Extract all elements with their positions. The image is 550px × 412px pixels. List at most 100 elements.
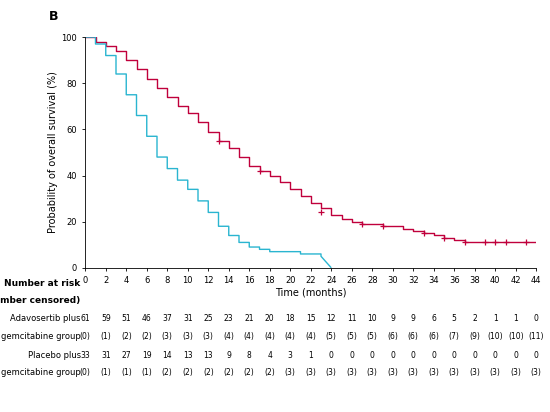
Text: (10): (10) (487, 332, 503, 341)
Text: 31: 31 (183, 314, 192, 323)
Text: (5): (5) (326, 332, 337, 341)
Text: (number censored): (number censored) (0, 297, 81, 305)
Text: (10): (10) (508, 332, 524, 341)
Text: (3): (3) (449, 368, 460, 377)
Text: (3): (3) (182, 332, 193, 341)
Text: (3): (3) (346, 368, 357, 377)
Text: (4): (4) (223, 332, 234, 341)
Text: (7): (7) (449, 332, 460, 341)
Text: 27: 27 (122, 351, 131, 360)
Text: 10: 10 (367, 314, 377, 323)
Text: (1): (1) (141, 368, 152, 377)
Text: 3: 3 (288, 351, 293, 360)
Text: 25: 25 (204, 314, 213, 323)
Text: 14: 14 (162, 351, 172, 360)
Text: 1: 1 (513, 314, 518, 323)
Text: (2): (2) (203, 368, 213, 377)
Text: 6: 6 (431, 314, 436, 323)
Text: (3): (3) (510, 368, 521, 377)
Text: 9: 9 (411, 314, 416, 323)
Text: (3): (3) (490, 368, 500, 377)
Text: (11): (11) (529, 332, 544, 341)
Text: Number at risk: Number at risk (4, 279, 81, 288)
Text: 0: 0 (513, 351, 518, 360)
Text: (5): (5) (367, 332, 378, 341)
Text: (5): (5) (346, 332, 357, 341)
Text: (3): (3) (531, 368, 542, 377)
Text: Placebo plus: Placebo plus (28, 351, 81, 360)
Text: (2): (2) (162, 368, 173, 377)
Text: 18: 18 (285, 314, 295, 323)
Text: (3): (3) (387, 368, 398, 377)
Text: gemcitabine group: gemcitabine group (1, 332, 81, 341)
Text: 20: 20 (265, 314, 274, 323)
Text: 21: 21 (245, 314, 254, 323)
Text: (4): (4) (244, 332, 255, 341)
Text: 37: 37 (162, 314, 172, 323)
Text: (4): (4) (265, 332, 275, 341)
Text: (2): (2) (183, 368, 193, 377)
Text: (1): (1) (100, 332, 111, 341)
Text: 0: 0 (534, 351, 538, 360)
Text: 5: 5 (452, 314, 456, 323)
Y-axis label: Probability of overall survival (%): Probability of overall survival (%) (48, 72, 58, 233)
Text: 0: 0 (329, 351, 334, 360)
Text: 0: 0 (534, 314, 538, 323)
Text: (3): (3) (203, 332, 214, 341)
Text: 0: 0 (370, 351, 375, 360)
Text: 1: 1 (309, 351, 313, 360)
Text: 13: 13 (204, 351, 213, 360)
Text: (2): (2) (223, 368, 234, 377)
Text: 23: 23 (224, 314, 234, 323)
Text: (2): (2) (141, 332, 152, 341)
Text: 1: 1 (493, 314, 498, 323)
Text: 2: 2 (472, 314, 477, 323)
Text: (6): (6) (428, 332, 439, 341)
Text: 19: 19 (142, 351, 152, 360)
Text: 0: 0 (411, 351, 416, 360)
X-axis label: Time (months): Time (months) (275, 288, 346, 298)
Text: (6): (6) (408, 332, 419, 341)
Text: gemcitabine group: gemcitabine group (1, 368, 81, 377)
Text: (3): (3) (285, 368, 296, 377)
Text: (0): (0) (80, 332, 91, 341)
Text: (3): (3) (326, 368, 337, 377)
Text: (2): (2) (265, 368, 275, 377)
Text: (1): (1) (121, 368, 131, 377)
Text: (3): (3) (428, 368, 439, 377)
Text: 4: 4 (267, 351, 272, 360)
Text: 0: 0 (452, 351, 456, 360)
Text: 11: 11 (347, 314, 356, 323)
Text: 13: 13 (183, 351, 192, 360)
Text: (3): (3) (367, 368, 378, 377)
Text: (6): (6) (387, 332, 398, 341)
Text: (3): (3) (469, 368, 480, 377)
Text: 0: 0 (493, 351, 498, 360)
Text: (9): (9) (469, 332, 480, 341)
Text: (0): (0) (80, 368, 91, 377)
Text: 0: 0 (431, 351, 436, 360)
Text: (3): (3) (408, 368, 419, 377)
Text: B: B (49, 10, 59, 23)
Text: 31: 31 (101, 351, 111, 360)
Text: (2): (2) (121, 332, 131, 341)
Text: 9: 9 (226, 351, 231, 360)
Text: 0: 0 (349, 351, 354, 360)
Text: 61: 61 (80, 314, 90, 323)
Text: 12: 12 (327, 314, 336, 323)
Text: 33: 33 (80, 351, 90, 360)
Text: (4): (4) (305, 332, 316, 341)
Text: 8: 8 (247, 351, 252, 360)
Text: (4): (4) (285, 332, 296, 341)
Text: (3): (3) (305, 368, 316, 377)
Text: 0: 0 (472, 351, 477, 360)
Text: 46: 46 (142, 314, 152, 323)
Text: (1): (1) (100, 368, 111, 377)
Text: (2): (2) (244, 368, 255, 377)
Text: 9: 9 (390, 314, 395, 323)
Text: 15: 15 (306, 314, 316, 323)
Text: 59: 59 (101, 314, 111, 323)
Text: Adavosertib plus: Adavosertib plus (10, 314, 81, 323)
Text: 0: 0 (390, 351, 395, 360)
Text: 51: 51 (122, 314, 131, 323)
